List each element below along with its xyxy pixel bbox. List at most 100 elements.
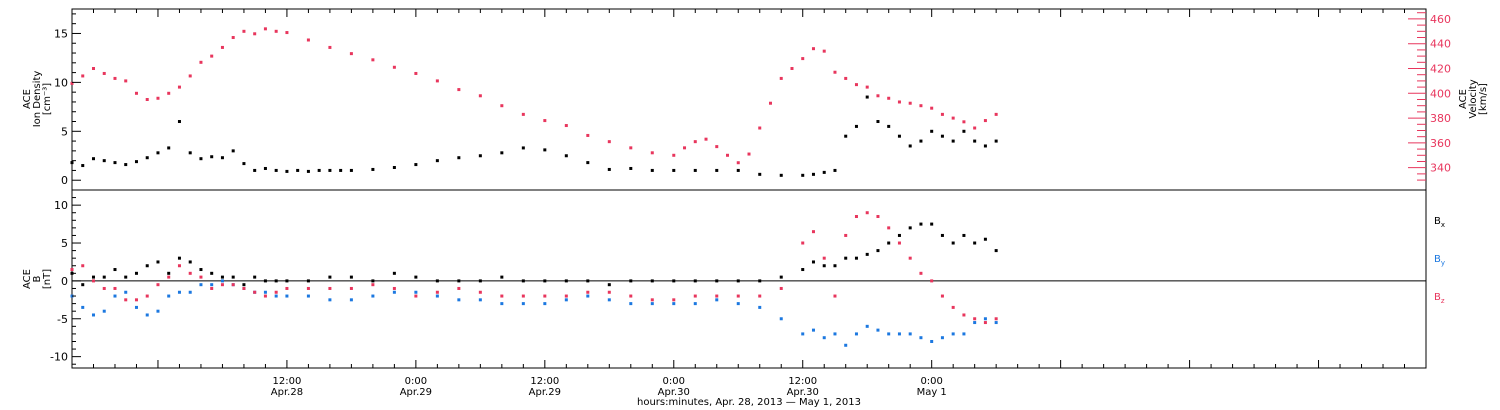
by-point — [736, 302, 740, 306]
top-left-y-title-line1: ACE — [22, 89, 33, 109]
velocity-point — [349, 52, 353, 56]
bz-point — [919, 271, 923, 275]
density-point — [854, 124, 858, 128]
density-point — [811, 172, 815, 176]
density-point — [822, 170, 826, 174]
by-point — [274, 294, 278, 298]
density-point — [930, 129, 934, 133]
bx-point — [607, 283, 611, 287]
bx-point — [736, 279, 740, 283]
velocity-point — [81, 74, 85, 78]
by-point — [887, 332, 891, 336]
legend-bx-main: B — [1434, 216, 1441, 227]
velocity-point — [822, 49, 826, 53]
bx-point — [897, 233, 901, 237]
bz-point — [650, 298, 654, 302]
density-point — [629, 166, 633, 170]
velocity-point — [779, 76, 783, 80]
density-point — [145, 156, 149, 160]
by-point — [349, 298, 353, 302]
velocity-point — [887, 96, 891, 100]
by-point — [801, 332, 805, 336]
bx-point — [263, 279, 267, 283]
by-point — [500, 302, 504, 306]
velocity-point — [91, 67, 95, 71]
velocity-point — [768, 101, 772, 105]
bz-point — [607, 290, 611, 294]
density-point — [897, 134, 901, 138]
x-tick-label-date: May 1 — [917, 387, 947, 398]
bx-point — [145, 264, 149, 268]
top-right-y-title-line3: [km/s] — [1478, 83, 1489, 115]
by-point — [779, 317, 783, 321]
density-point — [865, 95, 869, 99]
bz-point — [167, 275, 171, 279]
bx-point — [962, 233, 966, 237]
density-point — [833, 168, 837, 172]
velocity-point — [940, 112, 944, 116]
velocity-point — [435, 79, 439, 83]
bz-point — [328, 286, 332, 290]
bx-point — [414, 275, 418, 279]
velocity-point — [70, 81, 74, 85]
velocity-point — [586, 133, 590, 137]
by-point — [672, 302, 676, 306]
by-point — [102, 309, 106, 313]
bz-point — [177, 264, 181, 268]
density-point — [91, 157, 95, 161]
x-tick-label-date: Apr.29 — [400, 387, 432, 398]
top-right-y-axis: 340 360 380 400 420 440 460 — [1408, 12, 1451, 181]
bz-point — [435, 290, 439, 294]
x-tick-label-time: 0:00 — [663, 376, 685, 387]
bz-point — [822, 256, 826, 260]
bx-point — [102, 275, 106, 279]
bz-point — [91, 279, 95, 283]
velocity-point — [392, 65, 396, 69]
bx-point — [564, 279, 568, 283]
density-point — [435, 159, 439, 163]
density-tick-label: 5 — [61, 125, 68, 138]
velocity-point — [263, 27, 267, 31]
bz-point — [210, 286, 214, 290]
x-axis-title: hours:minutes, Apr. 28, 2013 — May 1, 20… — [637, 397, 861, 408]
bz-point — [779, 286, 783, 290]
bz-point — [263, 294, 267, 298]
legend-bx: Bx — [1434, 216, 1445, 229]
bottom-panel-frame — [71, 189, 1427, 369]
bz-point — [134, 298, 138, 302]
density-point — [102, 159, 106, 163]
bz-point — [478, 290, 482, 294]
legend-by-sub: y — [1441, 259, 1445, 267]
b-tick-label: 0 — [61, 275, 68, 288]
bz-point — [897, 241, 901, 245]
bx-point — [940, 233, 944, 237]
bz-point — [876, 215, 880, 219]
by-point — [844, 343, 848, 347]
bx-point — [983, 237, 987, 241]
bx-point — [124, 275, 128, 279]
velocity-point — [951, 116, 955, 120]
top-right-y-title-line2: Velocity — [1468, 79, 1479, 118]
x-tick-label-date: Apr.30 — [787, 387, 819, 398]
bz-point — [833, 294, 837, 298]
velocity-point — [693, 140, 697, 144]
bz-point — [586, 290, 590, 294]
velocity-point — [736, 161, 740, 165]
by-point — [833, 332, 837, 336]
by-point — [371, 294, 375, 298]
velocity-point — [478, 94, 482, 98]
bx-point — [167, 271, 171, 275]
density-point — [371, 167, 375, 171]
velocity-point — [210, 54, 214, 58]
bx-point — [134, 271, 138, 275]
bz-point — [156, 283, 160, 287]
density-point — [263, 166, 267, 170]
velocity-point — [231, 36, 235, 40]
velocity-point — [650, 151, 654, 155]
velocity-point — [102, 71, 106, 75]
bx-point — [306, 279, 310, 283]
bz-point — [693, 294, 697, 298]
density-point — [844, 134, 848, 138]
velocity-point — [285, 31, 289, 35]
